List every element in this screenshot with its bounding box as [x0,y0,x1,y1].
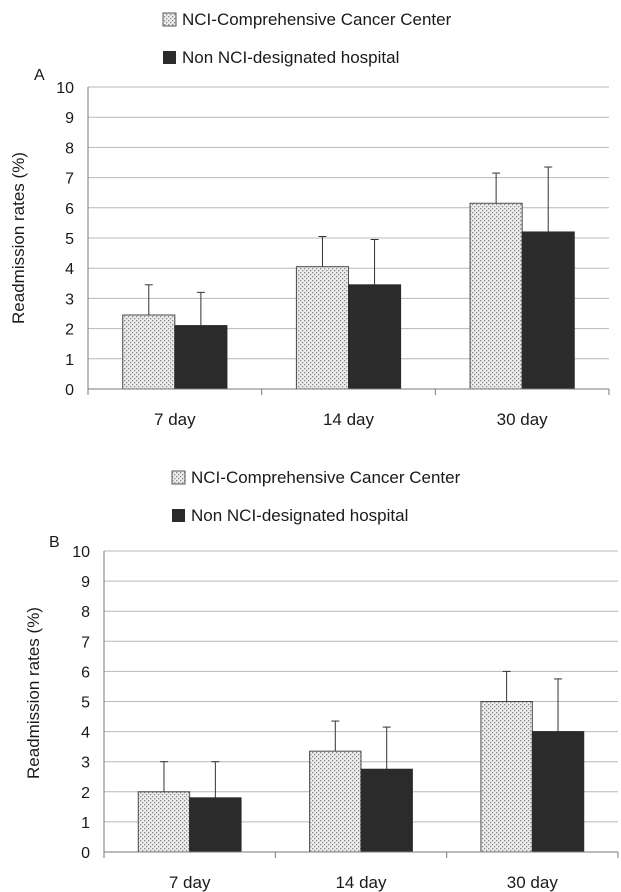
y-tick-label: 2 [65,322,74,339]
legend-label-non-nci: Non NCI-designated hospital [182,48,399,67]
bar [189,797,242,853]
legend-label-non-nci: Non NCI-designated hospital [191,506,408,525]
bar [174,325,228,390]
error-bars [144,166,553,326]
error-bars [159,670,563,798]
y-tick-label: 3 [81,755,90,772]
bar [531,731,585,853]
legend-label-nci-comprehensive: NCI-Comprehensive Cancer Center [191,468,461,487]
bar [348,284,402,390]
legend-label-nci-comprehensive: NCI-Comprehensive Cancer Center [182,10,452,29]
y-tick-label: 10 [56,80,74,97]
y-tick-label: 7 [81,634,90,651]
y-tick-label: 5 [65,231,74,248]
bar [137,791,191,853]
y-tick-label: 4 [65,261,74,278]
x-category-label: 7 day [169,873,211,892]
y-tick-label: 5 [81,695,90,712]
y-tick-label: 1 [65,352,74,369]
bar [521,231,575,390]
y-tick-label: 6 [65,201,74,218]
bars [122,202,575,390]
y-ticks: 0 1 2 3 4 5 6 7 8 9 10 [56,80,74,399]
y-tick-label: 10 [72,544,90,561]
bar [122,314,176,390]
legend: NCI-Comprehensive Cancer Center Non NCI-… [171,468,461,525]
x-categories: 7 day 14 day 30 day [169,873,558,892]
y-tick-label: 7 [65,171,74,188]
panel-label: B [49,534,60,551]
x-categories: 7 day 14 day 30 day [154,410,548,429]
x-category-label: 14 day [335,873,387,892]
y-tick-label: 6 [81,664,90,681]
y-tick-label: 0 [65,382,74,399]
bar [480,701,533,853]
legend: NCI-Comprehensive Cancer Center Non NCI-… [162,10,452,67]
y-tick-label: 1 [81,815,90,832]
panel-label: A [34,67,45,84]
legend-swatch-solid [163,51,176,64]
y-axis-label: Readmission rates (%) [24,607,43,779]
y-tick-label: 9 [65,110,74,127]
bar [469,202,523,390]
chart-panel-a: NCI-Comprehensive Cancer Center Non NCI-… [9,10,610,429]
x-category-label: 30 day [497,410,549,429]
y-tick-label: 0 [81,845,90,862]
y-tick-label: 8 [81,604,90,621]
bars [137,701,585,853]
legend-swatch-dotted [171,470,186,485]
axes [87,87,610,395]
y-tick-label: 9 [81,574,90,591]
y-tick-label: 2 [81,785,90,802]
chart-panel-b: NCI-Comprehensive Cancer Center Non NCI-… [24,468,619,892]
y-tick-label: 4 [81,725,90,742]
y-tick-label: 8 [65,140,74,157]
axes [103,551,619,858]
y-axis-label: Readmission rates (%) [9,152,28,324]
x-category-label: 30 day [507,873,559,892]
x-category-label: 7 day [154,410,196,429]
legend-swatch-solid [172,509,185,522]
bar [360,768,413,853]
y-tick-label: 3 [65,291,74,308]
bar [309,750,362,853]
bar [295,266,349,390]
x-category-label: 14 day [323,410,375,429]
y-ticks: 0 1 2 3 4 5 6 7 8 9 10 [72,544,90,862]
legend-swatch-dotted [162,12,177,27]
